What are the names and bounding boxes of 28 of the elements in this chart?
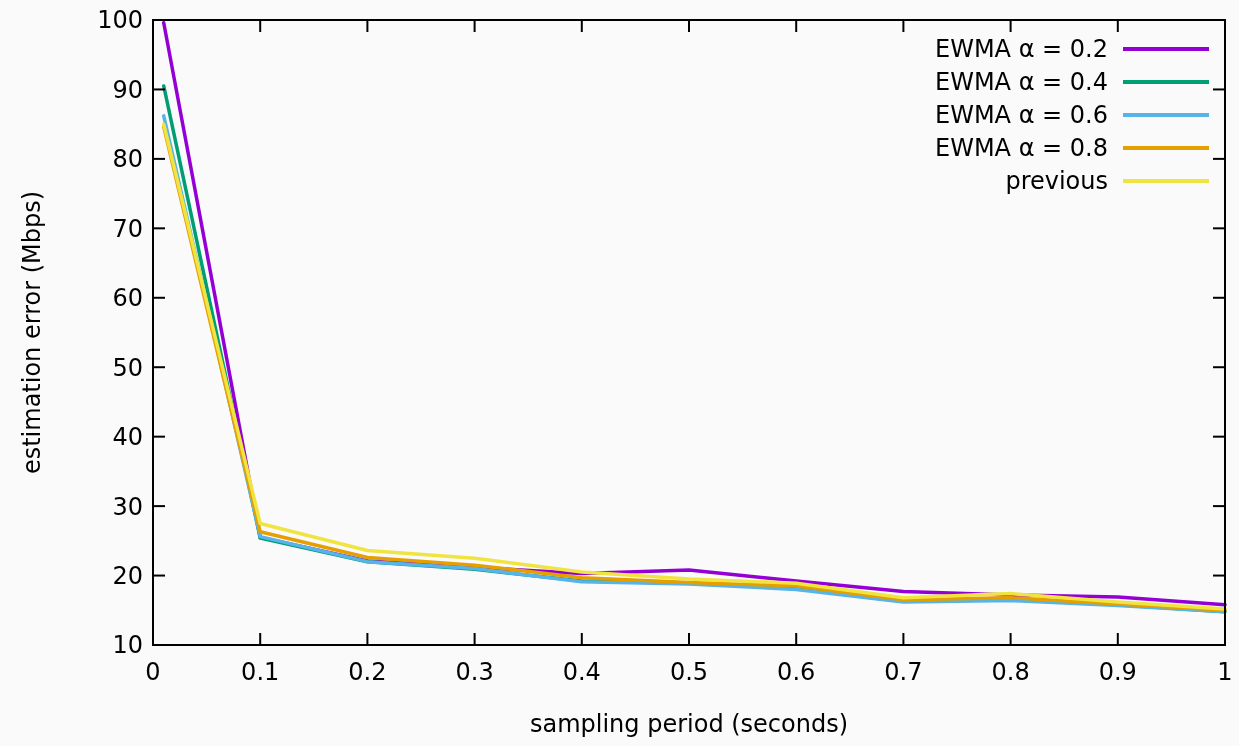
legend-label: EWMA α = 0.4 <box>934 68 1108 97</box>
x-tick-label: 1 <box>1217 658 1233 686</box>
y-tick-label: 60 <box>112 284 143 313</box>
y-tick-label: 70 <box>112 214 143 243</box>
x-tick-label: 0.7 <box>884 658 923 686</box>
x-tick-label: 0.4 <box>562 658 601 686</box>
x-tick-label: 0.1 <box>241 658 280 686</box>
x-tick-label: 0 <box>145 658 161 686</box>
legend-label: EWMA α = 0.8 <box>934 134 1108 163</box>
y-tick-label: 20 <box>112 561 143 590</box>
x-tick-label: 0.8 <box>991 658 1030 686</box>
y-tick-label: 90 <box>112 75 143 104</box>
legend-label: EWMA α = 0.6 <box>934 101 1108 130</box>
legend-label: previous <box>1005 167 1108 196</box>
y-tick-label: 100 <box>97 6 143 35</box>
y-tick-label: 40 <box>112 423 143 452</box>
x-tick-label: 0.2 <box>348 658 387 686</box>
y-tick-label: 50 <box>112 353 143 382</box>
y-tick-label: 30 <box>112 492 143 521</box>
x-tick-label: 0.3 <box>455 658 494 686</box>
x-tick-label: 0.9 <box>1098 658 1137 686</box>
x-tick-label: 0.6 <box>777 658 816 686</box>
y-tick-label: 80 <box>112 145 143 174</box>
x-axis-title: sampling period (seconds) <box>529 710 849 738</box>
y-tick-label: 10 <box>112 631 143 660</box>
legend-label: EWMA α = 0.2 <box>934 35 1108 64</box>
x-tick-label: 0.5 <box>669 658 709 686</box>
y-axis-title: estimation error (Mbps) <box>18 190 46 475</box>
